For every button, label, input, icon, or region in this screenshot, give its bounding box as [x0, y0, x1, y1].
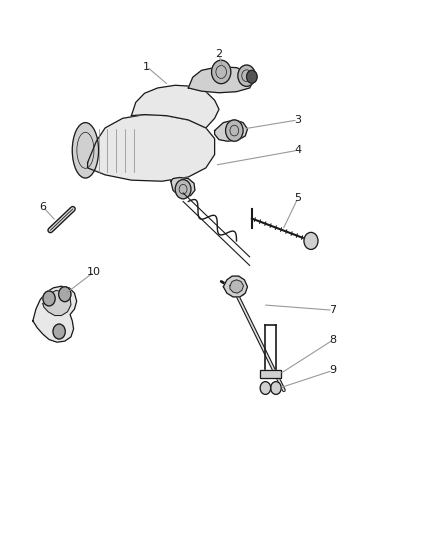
Polygon shape	[43, 290, 71, 316]
Polygon shape	[215, 120, 247, 141]
Bar	[260, 370, 281, 378]
Circle shape	[43, 291, 55, 306]
Text: 5: 5	[294, 193, 301, 203]
Polygon shape	[88, 115, 215, 181]
Text: 2: 2	[215, 50, 223, 59]
Ellipse shape	[72, 123, 99, 178]
Circle shape	[226, 120, 243, 141]
Polygon shape	[223, 276, 247, 297]
Circle shape	[304, 232, 318, 249]
Circle shape	[175, 180, 191, 199]
Circle shape	[59, 287, 71, 302]
Text: 3: 3	[294, 115, 301, 125]
Polygon shape	[33, 286, 77, 342]
Circle shape	[271, 382, 281, 394]
Bar	[260, 370, 281, 378]
Text: 9: 9	[329, 366, 336, 375]
Text: 10: 10	[87, 267, 101, 277]
Circle shape	[260, 382, 271, 394]
Text: 8: 8	[329, 335, 336, 345]
Circle shape	[53, 324, 65, 339]
Polygon shape	[171, 177, 195, 197]
Text: 1: 1	[143, 62, 150, 71]
Polygon shape	[131, 85, 219, 128]
Polygon shape	[188, 67, 254, 93]
Polygon shape	[230, 280, 244, 293]
Text: 7: 7	[329, 305, 336, 315]
Circle shape	[238, 65, 255, 86]
Text: 6: 6	[39, 202, 46, 212]
Circle shape	[212, 60, 231, 84]
Circle shape	[247, 70, 257, 83]
Text: 4: 4	[294, 146, 301, 155]
